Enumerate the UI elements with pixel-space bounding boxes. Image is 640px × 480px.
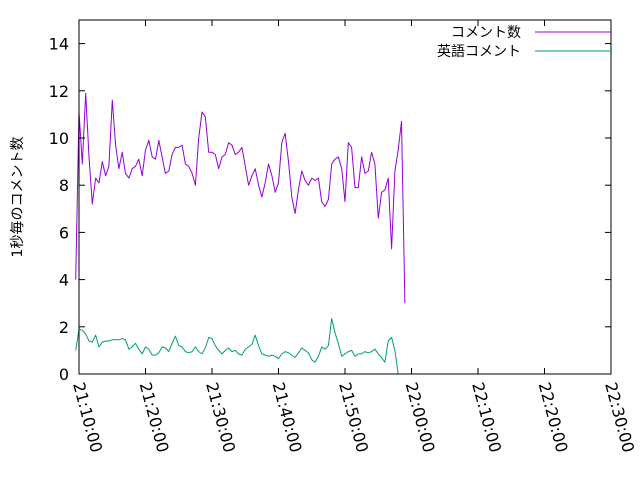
y-tick-label: 2 <box>59 318 69 337</box>
y-tick-label: 6 <box>59 223 69 242</box>
y-tick-label: 8 <box>59 176 69 195</box>
series-layer <box>75 92 406 375</box>
y-tick-label: 0 <box>59 365 69 384</box>
legend-label-1: コメント数 <box>451 25 521 41</box>
y-tick-label: 10 <box>49 129 69 148</box>
y-tick-label: 14 <box>49 35 69 54</box>
series-line-2 <box>75 318 399 375</box>
y-axis-label: 1秒毎のコメント数 <box>10 137 26 258</box>
y-tick-label: 4 <box>59 271 69 290</box>
legend-label-2: 英語コメント <box>437 43 521 60</box>
series-line-1 <box>75 92 406 304</box>
y-tick-label: 12 <box>49 82 69 101</box>
